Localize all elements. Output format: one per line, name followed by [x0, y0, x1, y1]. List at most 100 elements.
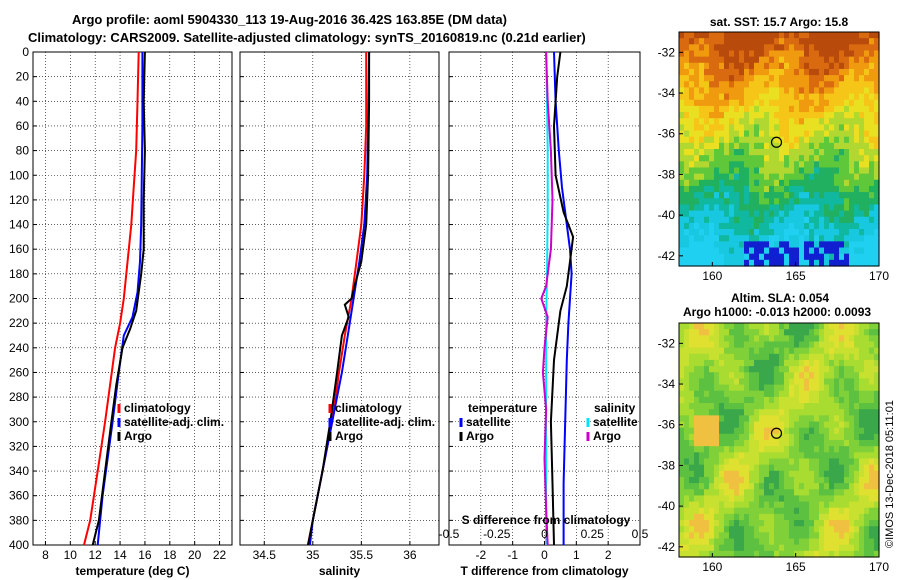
- heatmap-cell: [744, 501, 750, 509]
- heatmap-cell: [844, 161, 850, 169]
- heatmap-cell: [859, 198, 865, 206]
- heatmap-cell: [779, 483, 785, 490]
- heatmap-cell: [744, 390, 750, 398]
- heatmap-cell: [744, 464, 750, 472]
- heatmap-cell: [784, 476, 790, 484]
- heatmap-cell: [819, 544, 825, 552]
- heatmap-cell: [754, 396, 760, 404]
- heatmap-cell: [809, 396, 815, 404]
- heatmap-cell: [679, 526, 685, 533]
- heatmap-cell: [849, 118, 855, 125]
- heatmap-cell: [744, 105, 750, 113]
- heatmap-cell: [824, 464, 830, 472]
- heatmap-cell: [874, 446, 880, 453]
- heatmap-cell: [754, 247, 760, 255]
- heatmap-cell: [774, 378, 780, 386]
- heatmap-cell: [869, 179, 875, 187]
- heatmap-cell: [829, 403, 835, 410]
- heatmap-cell: [829, 173, 835, 181]
- heatmap-cell: [734, 433, 740, 441]
- heatmap-cell: [844, 433, 850, 441]
- heatmap-cell: [704, 241, 710, 249]
- heatmap-cell: [754, 235, 760, 242]
- heatmap-cell: [704, 173, 710, 181]
- heatmap-cell: [729, 378, 735, 386]
- heatmap-cell: [814, 446, 820, 453]
- heatmap-cell: [789, 507, 795, 515]
- heatmap-cell: [694, 229, 700, 236]
- heatmap-cell: [744, 403, 750, 410]
- heatmap-cell: [804, 396, 810, 404]
- heatmap-cell: [789, 359, 795, 367]
- heatmap-cell: [694, 415, 700, 423]
- heatmap-cell: [869, 359, 875, 367]
- heatmap-cell: [809, 495, 815, 503]
- x-tick-label: 0: [541, 548, 548, 562]
- heatmap-cell: [724, 149, 730, 156]
- heatmap-cell: [799, 247, 805, 255]
- heatmap-cell: [869, 81, 875, 89]
- heatmap-cell: [754, 544, 760, 552]
- heatmap-cell: [739, 329, 745, 336]
- heatmap-cell: [774, 470, 780, 478]
- heatmap-cell: [844, 341, 850, 349]
- heatmap-cell: [824, 50, 830, 58]
- heatmap-cell: [759, 241, 765, 249]
- heatmap-cell: [839, 520, 845, 527]
- heatmap-cell: [739, 62, 745, 70]
- heatmap-cell: [719, 75, 725, 82]
- heatmap-cell: [719, 44, 725, 52]
- heatmap-cell: [804, 81, 810, 89]
- heatmap-cell: [854, 458, 860, 466]
- heatmap-cell: [739, 210, 745, 218]
- heatmap-cell: [754, 513, 760, 521]
- heatmap-cell: [709, 81, 715, 89]
- heatmap-cell: [709, 222, 715, 230]
- heatmap-cell: [744, 421, 750, 429]
- heatmap-cell: [719, 192, 725, 199]
- heatmap-cell: [684, 396, 690, 404]
- heatmap-cell: [734, 124, 740, 132]
- heatmap-cell: [849, 403, 855, 410]
- heatmap-cell: [684, 323, 690, 330]
- heatmap-cell: [809, 32, 815, 39]
- heatmap-cell: [874, 192, 880, 199]
- heatmap-cell: [869, 550, 875, 558]
- heatmap-cell: [834, 532, 840, 540]
- heatmap-cell: [809, 50, 815, 58]
- heatmap-cell: [839, 470, 845, 478]
- heatmap-cell: [834, 384, 840, 392]
- heatmap-cell: [779, 452, 785, 460]
- heatmap-cell: [819, 136, 825, 144]
- heatmap-cell: [694, 44, 700, 52]
- heatmap-cell: [754, 323, 760, 330]
- heatmap-cell: [869, 452, 875, 460]
- heatmap-cell: [714, 222, 720, 230]
- heatmap-cell: [859, 532, 865, 540]
- heatmap-cell: [794, 550, 800, 558]
- heatmap-cell: [749, 384, 755, 392]
- heatmap-cell: [749, 372, 755, 380]
- heatmap-cell: [824, 489, 830, 497]
- heatmap-cell: [764, 353, 770, 361]
- heatmap-cell: [834, 155, 840, 162]
- heatmap-cell: [689, 341, 695, 349]
- heatmap-cell: [814, 421, 820, 429]
- heatmap-cell: [719, 179, 725, 187]
- heatmap-cell: [804, 179, 810, 187]
- y-tick-label: -36: [658, 418, 676, 432]
- heatmap-cell: [779, 198, 785, 206]
- heatmap-cell: [849, 81, 855, 89]
- heatmap-cell: [864, 198, 870, 206]
- heatmap-cell: [694, 130, 700, 138]
- heatmap-cell: [804, 446, 810, 453]
- heatmap-cell: [689, 353, 695, 361]
- heatmap-cell: [689, 550, 695, 558]
- heatmap-cell: [789, 378, 795, 386]
- heatmap-cell: [684, 105, 690, 113]
- heatmap-cell: [834, 409, 840, 416]
- heatmap-cell: [779, 259, 785, 267]
- heatmap-cell: [874, 372, 880, 380]
- heatmap-cell: [759, 390, 765, 398]
- heatmap-cell: [824, 372, 830, 380]
